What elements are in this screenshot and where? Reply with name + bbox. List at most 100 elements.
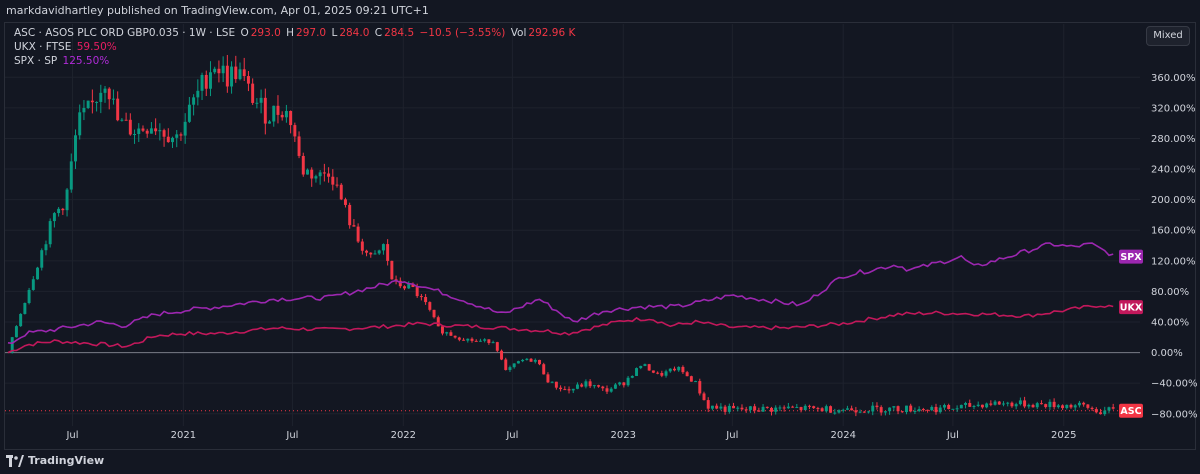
candle-body — [495, 342, 499, 351]
close-label: C — [374, 27, 383, 39]
candle-body — [888, 407, 892, 412]
candle-body — [664, 371, 668, 376]
candle-body — [968, 403, 972, 407]
candle-body — [837, 410, 841, 413]
candle-body — [550, 381, 554, 383]
candle-body — [251, 83, 255, 103]
y-axis[interactable]: 360.00% 320.00% 280.00% 240.00% 200.00% 160.0… — [1151, 73, 1198, 420]
candle-body — [449, 332, 453, 336]
candle-body — [166, 136, 170, 143]
badge-label: ASC — [1120, 406, 1141, 417]
candle-body — [221, 65, 225, 74]
candle-body — [419, 296, 423, 298]
candle-body — [1014, 404, 1018, 407]
candle-body — [141, 128, 145, 131]
candle-body — [917, 409, 921, 412]
candle-body — [470, 338, 474, 341]
y-tick-label: 160.00% — [1151, 226, 1196, 237]
y-tick-label: 280.00% — [1151, 134, 1196, 145]
candle-body — [782, 407, 786, 409]
candle-body — [559, 387, 563, 390]
candle-body — [31, 279, 35, 290]
candle-body — [27, 289, 31, 303]
candle-body — [926, 409, 930, 411]
candle-body — [487, 339, 491, 343]
y-tick-label: −80.00% — [1151, 409, 1198, 420]
chart-frame[interactable] — [4, 22, 1196, 450]
candle-body — [597, 385, 601, 387]
candle-body — [436, 317, 440, 327]
candle-body — [803, 405, 807, 411]
candle-body — [951, 408, 955, 410]
candle-body — [310, 169, 314, 179]
candle-body — [656, 372, 660, 374]
x-axis[interactable]: Jul 2021 Jul 2022 Jul 2023 Jul 2024 Jul 2025 — [65, 430, 1076, 441]
tradingview-logo[interactable]: TradingView — [6, 454, 104, 467]
x-tick-label: 2022 — [391, 430, 416, 441]
candle-body — [571, 388, 575, 391]
candle-body — [609, 388, 613, 392]
candle-body — [516, 361, 520, 364]
y-tick-label: 240.00% — [1151, 165, 1196, 176]
candle-body — [128, 119, 132, 135]
x-tick-label: Jul — [725, 430, 738, 441]
candle-body — [871, 405, 875, 412]
candle-body — [343, 199, 347, 205]
x-tick-label: Jul — [65, 430, 78, 441]
candle-body — [74, 135, 77, 162]
candle-body — [993, 401, 997, 405]
comparison-lines — [7, 242, 1114, 354]
candle-body — [567, 389, 571, 391]
candle-body — [339, 184, 343, 200]
change-value: −10.5 (−3.55%) — [419, 27, 506, 39]
legend-spx[interactable]: SPX · SP 125.50% — [14, 55, 111, 67]
series-line-ukx — [7, 304, 1114, 354]
candle-body — [613, 384, 617, 389]
candle-body — [356, 226, 360, 242]
candle-body — [1111, 407, 1115, 409]
candle-body — [673, 368, 676, 371]
candle-body — [867, 411, 870, 413]
candle-body — [795, 407, 799, 409]
x-tick-label: Jul — [285, 430, 298, 441]
candle-body — [225, 65, 229, 87]
candle-body — [19, 313, 23, 327]
legend-ukx[interactable]: UKX · FTSE 59.50% — [14, 41, 119, 53]
close-value: 284.5 — [384, 27, 415, 39]
candle-body — [306, 169, 309, 175]
y-tick-label: 360.00% — [1151, 73, 1196, 84]
candle-body — [635, 368, 638, 376]
legend-asc[interactable]: ASC · ASOS PLC ORD GBP0.035 · 1W · LSE O… — [14, 27, 577, 39]
candle-body — [892, 406, 896, 408]
candle-body — [116, 98, 120, 121]
scale-mode-button[interactable]: Mixed — [1146, 26, 1190, 46]
badge-ukx: UKX — [1119, 300, 1143, 315]
candle-body — [145, 130, 149, 134]
candle-body — [1069, 404, 1073, 408]
candle-body — [1082, 402, 1086, 405]
y-tick-label: 320.00% — [1151, 103, 1196, 114]
candle-body — [580, 384, 584, 387]
candle-body — [183, 121, 187, 136]
candle-body — [976, 404, 980, 406]
candle-body — [605, 388, 609, 392]
candle-body — [462, 339, 466, 341]
candle-body — [1018, 400, 1022, 405]
candle-body — [521, 359, 525, 362]
low-value: 284.0 — [339, 27, 370, 39]
candle-body — [120, 119, 124, 121]
candle-body — [1039, 403, 1043, 405]
candle-body — [807, 405, 811, 407]
candle-body — [955, 408, 959, 410]
candle-body — [1077, 402, 1081, 406]
candle-body — [980, 404, 984, 408]
candle-body — [234, 66, 238, 80]
candle-body — [1027, 404, 1031, 407]
candle-body — [542, 364, 546, 375]
candle-body — [171, 137, 174, 143]
candle-body — [1107, 407, 1111, 411]
candle-body — [875, 405, 879, 408]
candle-body — [217, 68, 221, 74]
high-label: H — [286, 27, 295, 39]
